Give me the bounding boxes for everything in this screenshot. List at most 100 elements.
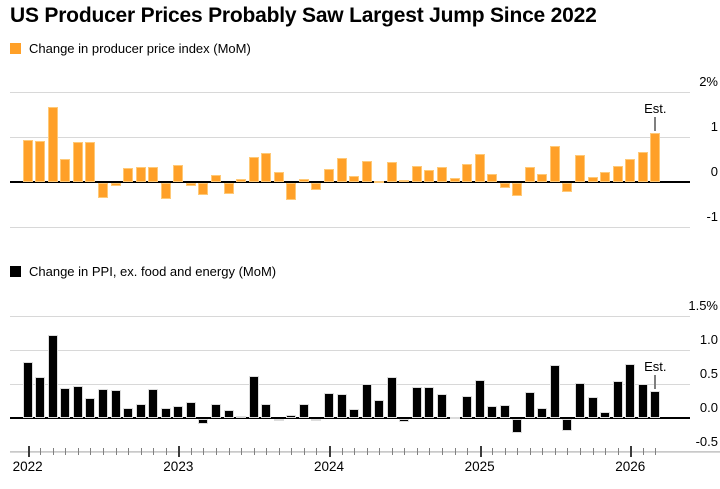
bar-2022-09 xyxy=(123,168,134,182)
bar-2024-08 xyxy=(411,166,422,182)
legend-core-ppi: Change in PPI, ex. food and energy (MoM) xyxy=(10,264,276,279)
month-tick xyxy=(190,448,192,455)
bar-2022-01 xyxy=(22,362,33,418)
bar-2024-04 xyxy=(361,384,372,418)
bar-2024-03 xyxy=(349,409,360,418)
y-tick-label: -0.5 xyxy=(695,434,718,449)
year-tick xyxy=(178,446,181,457)
gridline xyxy=(10,316,690,317)
bar-2023-09 xyxy=(273,171,284,182)
month-tick xyxy=(65,448,67,455)
bar-2026-02 xyxy=(637,384,648,418)
gridline xyxy=(10,384,690,385)
month-tick xyxy=(153,448,155,455)
y-tick-label: 1.5% xyxy=(688,298,718,313)
bar-2024-05 xyxy=(374,180,385,183)
bar-2024-12 xyxy=(462,163,473,182)
bar-2023-01 xyxy=(173,406,184,418)
x-axis-year-label: 2023 xyxy=(163,459,194,474)
bar-2022-05 xyxy=(72,141,83,182)
y-tick-label: 0 xyxy=(710,164,718,179)
bar-2022-06 xyxy=(85,142,96,182)
bar-2025-08 xyxy=(562,183,573,192)
month-tick xyxy=(542,448,544,455)
bar-2022-02 xyxy=(35,377,46,418)
bar-2023-06 xyxy=(236,415,247,418)
bar-2026-03 xyxy=(650,391,661,418)
month-tick xyxy=(128,448,130,455)
bar-2025-06 xyxy=(537,173,548,182)
bar-2023-04 xyxy=(210,403,221,418)
bar-2023-05 xyxy=(223,409,234,418)
y-tick-label: 0.0 xyxy=(699,400,718,415)
x-axis-year-label: 2026 xyxy=(615,459,646,474)
month-tick xyxy=(303,448,305,455)
bar-2023-01 xyxy=(173,165,184,182)
bar-2025-04 xyxy=(512,419,523,433)
month-tick xyxy=(77,448,79,455)
month-tick xyxy=(266,448,268,455)
legend-label-producer-price-index: Change in producer price index (MoM) xyxy=(29,41,251,56)
bar-2025-05 xyxy=(524,167,535,182)
x-axis-year-label: 2025 xyxy=(464,459,495,474)
bar-2024-09 xyxy=(424,386,435,418)
est-label: Est. xyxy=(644,359,667,375)
month-tick xyxy=(115,448,117,455)
est-label: Est. xyxy=(644,101,667,117)
y-tick-label: 0.5 xyxy=(699,366,718,381)
bar-2023-07 xyxy=(248,157,259,182)
bar-2022-05 xyxy=(72,386,83,418)
year-tick xyxy=(328,446,331,457)
bar-2023-09 xyxy=(273,419,284,421)
bar-2022-08 xyxy=(110,183,121,186)
month-tick xyxy=(291,448,293,455)
bar-2023-03 xyxy=(198,419,209,424)
bar-2025-01 xyxy=(474,379,485,418)
bar-2024-03 xyxy=(349,176,360,182)
month-tick xyxy=(366,448,368,455)
bar-2024-11 xyxy=(449,416,460,419)
bar-2025-02 xyxy=(487,405,498,418)
bar-2022-06 xyxy=(85,397,96,418)
bar-2025-05 xyxy=(524,392,535,418)
bar-2023-12 xyxy=(311,419,322,422)
y-tick-label: -1 xyxy=(706,209,718,224)
month-tick xyxy=(241,448,243,455)
bar-2025-04 xyxy=(512,183,523,196)
month-tick xyxy=(467,448,469,455)
month-tick xyxy=(140,448,142,455)
bar-2025-12 xyxy=(612,165,623,182)
month-tick xyxy=(567,448,569,455)
bar-2025-01 xyxy=(474,153,485,182)
bar-2024-12 xyxy=(462,396,473,418)
month-tick xyxy=(416,448,418,455)
bar-2022-07 xyxy=(98,389,109,418)
bar-2025-03 xyxy=(499,405,510,418)
month-tick xyxy=(605,448,607,455)
year-tick xyxy=(479,446,482,457)
month-tick xyxy=(165,448,167,455)
gridline xyxy=(10,452,720,453)
bar-2022-09 xyxy=(123,407,134,418)
year-tick xyxy=(630,446,633,457)
month-tick xyxy=(554,448,556,455)
bar-2022-11 xyxy=(148,389,159,418)
y-tick-label: 1 xyxy=(710,119,718,134)
bar-2025-09 xyxy=(575,383,586,418)
month-tick xyxy=(441,448,443,455)
bar-2022-10 xyxy=(135,403,146,418)
bar-2022-10 xyxy=(135,166,146,182)
bar-2024-07 xyxy=(399,419,410,423)
x-axis-baseline xyxy=(10,451,720,452)
bar-2022-02 xyxy=(35,140,46,182)
bar-2023-11 xyxy=(298,178,309,182)
month-tick xyxy=(592,448,594,455)
bar-2022-03 xyxy=(47,107,58,182)
month-tick xyxy=(580,448,582,455)
month-tick xyxy=(52,448,54,455)
month-tick xyxy=(504,448,506,455)
bar-2025-11 xyxy=(600,411,611,418)
bar-2024-09 xyxy=(424,169,435,182)
bar-2023-10 xyxy=(286,414,297,418)
